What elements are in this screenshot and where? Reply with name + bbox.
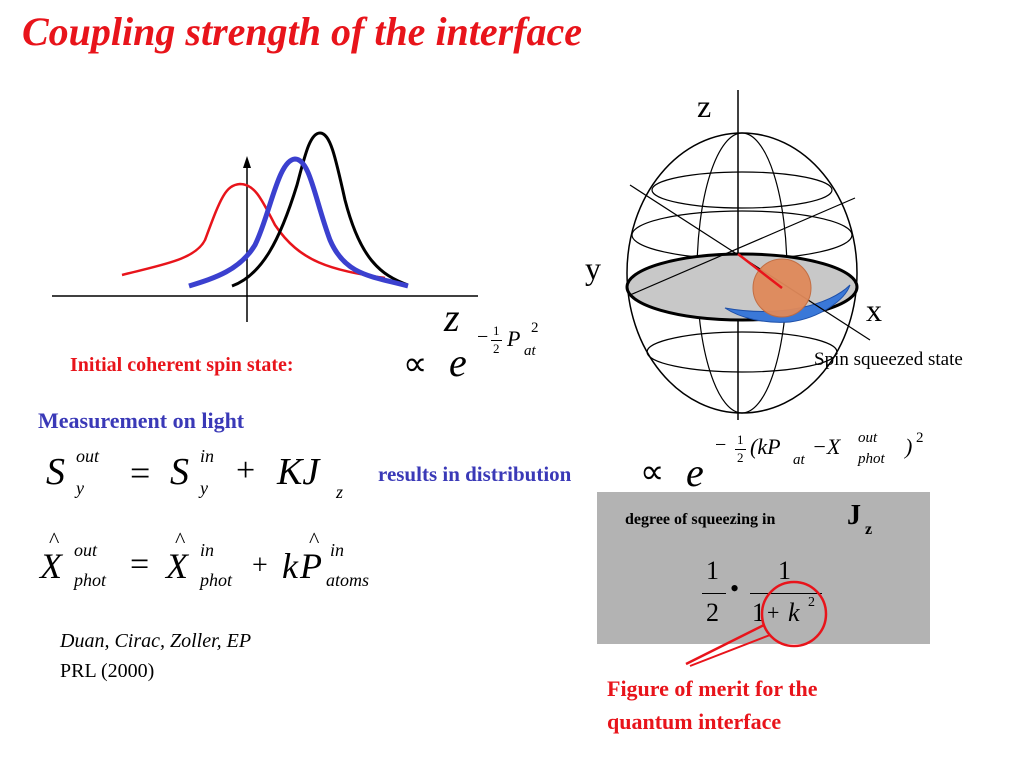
- result-frac-den: 2: [737, 450, 744, 465]
- result-exp-body: (kP: [750, 434, 781, 459]
- propto-symbol: ∝: [403, 346, 428, 383]
- sphere-caption: Spin squeezed state: [814, 349, 963, 370]
- eq1-equals: =: [130, 453, 151, 493]
- highlight-circle: [760, 580, 828, 648]
- result-frac-bar: [735, 449, 746, 450]
- exp-frac-num: 1: [493, 323, 500, 338]
- result-exp-x: −X: [812, 434, 841, 459]
- eq1-plus: +: [236, 452, 256, 489]
- eq2-lhs-sub: phot: [74, 570, 107, 590]
- result-frac-num: 1: [737, 432, 744, 447]
- pointer-line: [689, 634, 771, 667]
- initial-state-label: Initial coherent spin state:: [70, 354, 294, 376]
- eq2-equals: =: [130, 546, 150, 583]
- sphere-y-label: y: [585, 250, 601, 286]
- eq2-k: k: [282, 546, 298, 586]
- result-exp-at: at: [793, 452, 805, 468]
- plot-axis-label: z: [444, 295, 460, 340]
- frac-dot: •: [730, 574, 740, 603]
- frac2-den-plus: +: [767, 600, 780, 625]
- exp-p: P: [507, 326, 521, 351]
- eq2-x-lhs: X: [40, 546, 62, 586]
- result-propto: ∝: [640, 454, 665, 491]
- result-exp-sup: 2: [916, 430, 924, 446]
- sphere-x-label: x: [866, 292, 882, 328]
- eq1-rhs-sup: in: [200, 446, 215, 466]
- frac1-den: 2: [706, 598, 719, 627]
- eq2-rhs-sub: phot: [200, 570, 233, 590]
- exp-minus: −: [477, 326, 489, 348]
- reference-authors: Duan, Cirac, Zoller, EP: [60, 630, 252, 652]
- pointer-line: [685, 623, 765, 666]
- result-exp-phot: phot: [858, 451, 885, 467]
- frac2-bar: [750, 593, 822, 594]
- exp-p-sub: at: [524, 343, 536, 359]
- lower-parallel: [646, 331, 838, 373]
- frac2-den-k: k: [788, 598, 800, 627]
- squeezing-j: J: [847, 500, 861, 531]
- exp-frac-den: 2: [493, 341, 500, 356]
- result-exp-out: out: [858, 430, 878, 446]
- eq2-plus: +: [252, 550, 268, 581]
- frac2-num: 1: [778, 556, 791, 585]
- result-label: results in distribution: [378, 462, 572, 486]
- y-axis-arrow-icon: [243, 156, 251, 168]
- spin-vector: [737, 253, 783, 289]
- hat-icon: ^: [175, 527, 186, 552]
- eq1-lhs-sup: out: [76, 446, 100, 466]
- squeezing-label: degree of squeezing in: [625, 511, 776, 528]
- eq2-p: P: [300, 546, 322, 586]
- eq2-lhs-sup: out: [74, 540, 98, 560]
- eq1-s-lhs: S: [46, 451, 65, 493]
- eq1-s-rhs: S: [170, 451, 189, 493]
- y-axis-line: [629, 197, 856, 296]
- reference-journal: PRL (2000): [60, 660, 155, 682]
- eq2-x-rhs: X: [166, 546, 188, 586]
- exp-p-sup: 2: [531, 320, 539, 336]
- exponential-e: e: [449, 340, 467, 385]
- black-curve: [231, 131, 409, 288]
- eq1-lhs-sub: y: [76, 478, 84, 498]
- figure-of-merit-line1: Figure of merit for the: [607, 676, 818, 701]
- measurement-heading: Measurement on light: [38, 408, 245, 433]
- result-e: e: [686, 450, 704, 495]
- hat-icon: ^: [309, 527, 320, 552]
- frac2-den-sup: 2: [808, 595, 815, 610]
- slide-title: Coupling strength of the interface: [22, 9, 583, 54]
- eq2-p-sup: in: [330, 540, 345, 560]
- blue-curve: [188, 156, 409, 289]
- frac1-bar: [702, 593, 726, 594]
- hat-icon: ^: [49, 527, 60, 552]
- eq1-rhs-sub: y: [200, 478, 208, 498]
- eq1-kj-sub: z: [336, 482, 344, 502]
- squeezing-j-sub: z: [865, 521, 873, 538]
- eq2-rhs-sup: in: [200, 540, 215, 560]
- figure-of-merit-line2: quantum interface: [607, 709, 782, 734]
- upper-parallel: [651, 171, 833, 209]
- frac1-num: 1: [706, 556, 719, 585]
- result-exp-close: ): [905, 434, 913, 459]
- red-curve: [121, 182, 386, 280]
- result-exp-minus: −: [715, 434, 727, 456]
- exp-frac-bar: [491, 340, 502, 341]
- eq1-kj: KJ: [277, 451, 320, 493]
- eq2-p-sub: atoms: [326, 570, 370, 590]
- sphere-z-label: z: [697, 88, 712, 124]
